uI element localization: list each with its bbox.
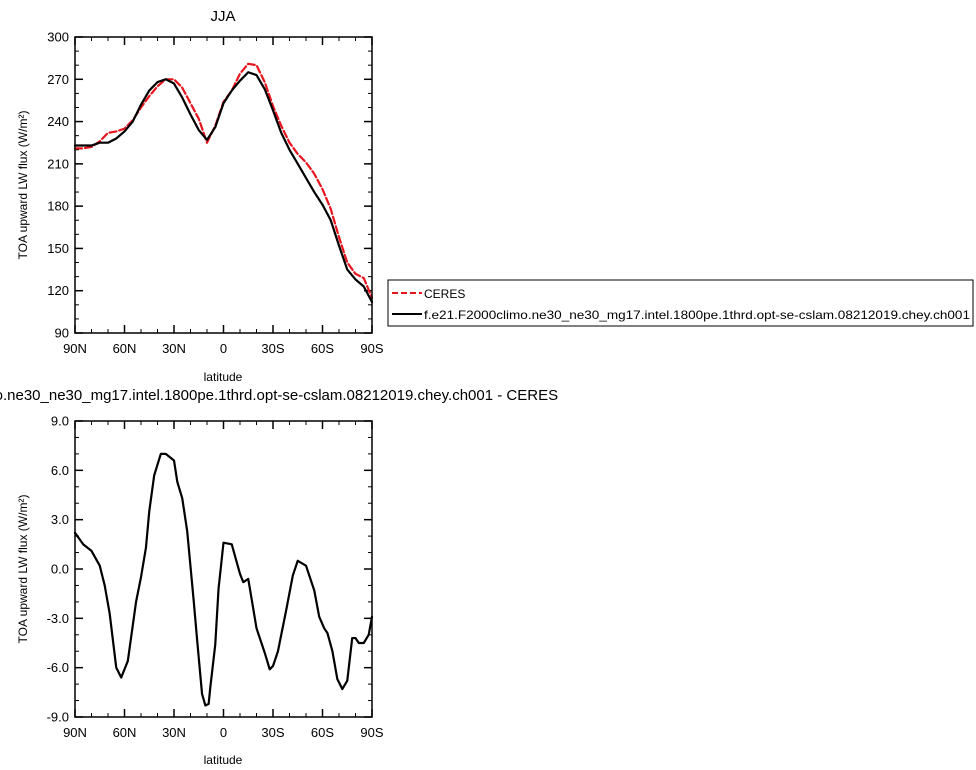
chart-title-top: JJA (210, 8, 235, 25)
y-tick-label: -9.0 (47, 710, 69, 725)
y-tick-label: -3.0 (47, 611, 69, 626)
plot-frame-bottom (74, 420, 373, 718)
x-tick-label: 60S (311, 341, 334, 356)
chart-title-bottom: f.e21.F2000climo.ne30_ne30_mg17.intel.18… (0, 387, 558, 404)
y-tick-label: 9.0 (51, 414, 69, 429)
y-tick-label: 0.0 (51, 562, 69, 577)
y-tick-label: 270 (47, 72, 69, 87)
x-axis-label-top: latitude (204, 370, 243, 384)
legend-label-model: f.e21.F2000climo.ne30_ne30_mg17.intel.18… (424, 308, 970, 322)
x-tick-label: 30S (261, 725, 284, 740)
x-tick-label: 30N (162, 341, 186, 356)
y-tick-label: 300 (47, 30, 69, 45)
x-tick-label: 0 (220, 725, 227, 740)
x-tick-label: 30N (162, 725, 186, 740)
x-tick-label: 0 (220, 341, 227, 356)
legend-label-ceres: CERES (424, 287, 465, 301)
x-tick-label: 90N (63, 341, 87, 356)
plot-area-top: 90N 60N 30N 0 30S 60S 90S 90 120 150 180 210 240 270 3… (47, 30, 384, 357)
x-tick-label: 60N (113, 341, 137, 356)
y-tick-label: 150 (47, 241, 69, 256)
series-line-difference (73, 452, 374, 707)
legend-box (387, 279, 974, 327)
panel-top-flux-chart: JJA 90N 60N 30N 0 30S 60S 90S 90 120 150 180 210 240… (16, 8, 384, 384)
x-tick-label: 90S (360, 341, 383, 356)
x-tick-label: 60S (311, 725, 334, 740)
series-line-f (73, 71, 374, 304)
y-tick-label: 90 (55, 326, 69, 341)
y-tick-label: 120 (47, 283, 69, 298)
series-line-ceres (73, 62, 374, 299)
plot-frame-top (74, 36, 373, 334)
x-tick-label: 90N (63, 725, 87, 740)
y-tick-label: 3.0 (51, 512, 69, 527)
y-axis-label-bottom: TOA upward LW flux (W/m²) (16, 495, 30, 644)
y-axis-label-top: TOA upward LW flux (W/m²) (16, 111, 30, 260)
y-tick-label: 210 (47, 156, 69, 171)
panel-bottom-difference-chart: f.e21.F2000climo.ne30_ne30_mg17.intel.18… (0, 387, 558, 767)
y-tick-label: -6.0 (47, 660, 69, 675)
y-tick-label: 180 (47, 199, 69, 214)
plot-area-bottom: 90N 60N 30N 0 30S 60S 90S -9.0 -6.0 -3.0 0.0 3.0 6.0… (47, 414, 384, 741)
x-axis-label-bottom: latitude (204, 753, 243, 767)
legend: CERES f.e21.F2000climo.ne30_ne30_mg17.in… (387, 279, 974, 327)
x-tick-label: 60N (113, 725, 137, 740)
y-tick-label: 6.0 (51, 463, 69, 478)
x-tick-label: 90S (360, 725, 383, 740)
x-tick-label: 30S (261, 341, 284, 356)
y-tick-label: 240 (47, 114, 69, 129)
